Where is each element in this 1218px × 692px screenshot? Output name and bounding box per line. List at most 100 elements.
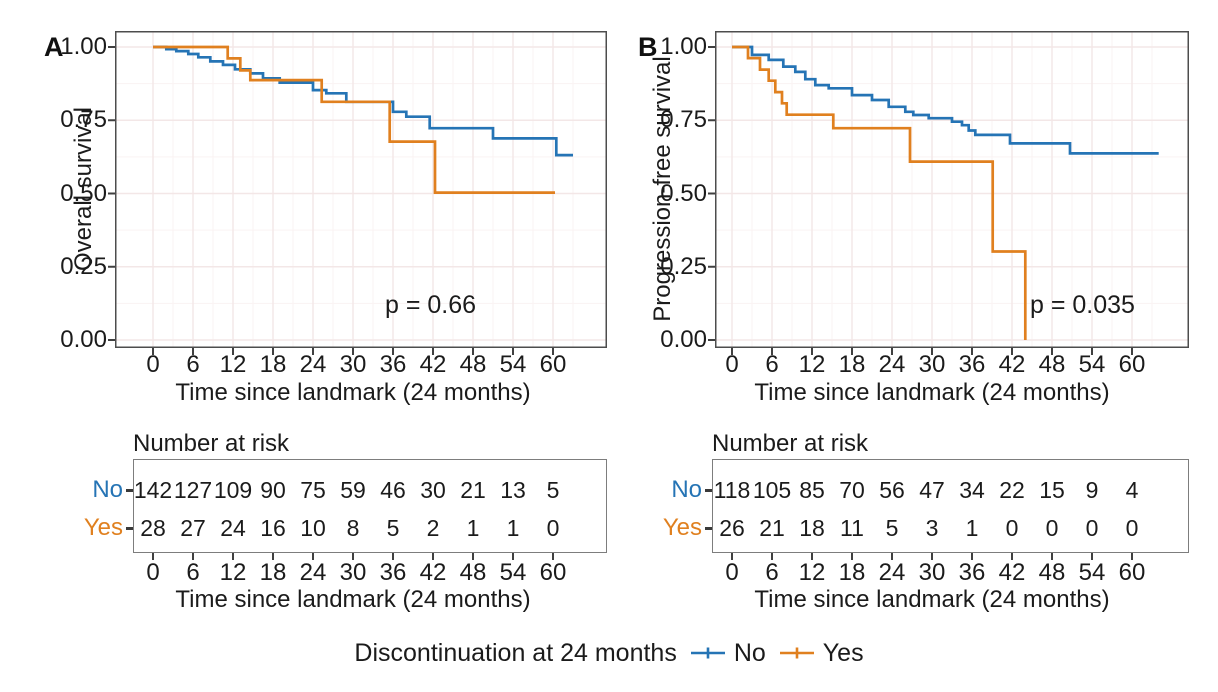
plot-border: [115, 31, 607, 348]
risk-axis-tick: [312, 553, 314, 560]
grid-minor: [716, 32, 1188, 347]
y-tick-label: 1.00: [660, 33, 707, 60]
x-tick-label: 54: [499, 351, 527, 378]
legend-title: Discontinuation at 24 months: [354, 638, 677, 667]
risk-count: 30: [420, 477, 446, 503]
legend-item-label: Yes: [822, 638, 864, 667]
panel-letter: B: [638, 32, 658, 62]
risk-axis-tick: [811, 553, 813, 560]
risk-row-tick: [705, 527, 712, 530]
y-tick-marks: [108, 46, 115, 341]
risk-count: 16: [260, 515, 286, 541]
x-axis-title: Time since landmark (24 months): [175, 586, 531, 613]
risk-count: 0: [1045, 515, 1059, 541]
risk-row-label: No: [671, 476, 702, 503]
risk-count: 8: [346, 515, 360, 541]
risk-axis-tick: [552, 553, 554, 560]
x-axis-title: Time since landmark (24 months): [175, 379, 531, 406]
x-tick-label: 54: [1078, 351, 1106, 378]
risk-axis-tick: [272, 553, 274, 560]
x-axis-title: Time since landmark (24 months): [754, 586, 1110, 613]
risk-count: 5: [386, 515, 400, 541]
x-tick-label: 48: [459, 559, 487, 586]
risk-count: 47: [919, 477, 945, 503]
panel-letter: A: [44, 32, 64, 62]
x-tick-marks: [152, 348, 554, 355]
x-tick-label: 18: [259, 351, 287, 378]
risk-count: 46: [380, 477, 406, 503]
x-tick-label: 36: [958, 351, 986, 378]
risk-row-tick: [705, 489, 712, 492]
risk-count: 0: [1005, 515, 1019, 541]
p-value-label: p = 0.66: [385, 291, 477, 319]
x-tick-label: 12: [219, 351, 247, 378]
legend-marker-icon: [779, 647, 814, 659]
risk-count: 13: [500, 477, 526, 503]
x-tick-label: 24: [299, 351, 327, 378]
x-tick-label: 6: [765, 559, 779, 586]
risk-count: 28: [140, 515, 166, 541]
legend-item-no: No: [689, 639, 766, 668]
risk-axis-tick: [1091, 553, 1093, 560]
risk-row-label: No: [92, 476, 123, 503]
y-tick-label: 0.75: [60, 106, 107, 134]
x-tick-label: 30: [918, 559, 946, 586]
risk-count: 70: [839, 477, 865, 503]
risk-axis-tick: [432, 553, 434, 560]
x-tick-label: 12: [219, 559, 247, 586]
risk-axis-tick: [512, 553, 514, 560]
risk-count: 34: [959, 477, 985, 503]
risk-table-title: Number at risk: [712, 430, 869, 457]
x-tick-label: 60: [1118, 351, 1146, 378]
risk-table-box: [712, 459, 1189, 553]
x-tick-label: 48: [459, 351, 487, 378]
y-tick-label: 0.25: [660, 252, 707, 280]
risk-table-box: [133, 459, 607, 553]
y-tick-label: 0.00: [60, 326, 107, 353]
x-tick-label: 54: [499, 559, 527, 586]
risk-axis-tick: [472, 553, 474, 560]
y-tick-label: 0.25: [60, 252, 107, 280]
x-tick-label: 12: [798, 559, 826, 586]
y-tick-label: 0.75: [660, 106, 707, 134]
risk-count: 22: [999, 477, 1025, 503]
risk-count: 59: [340, 477, 366, 503]
legend: Discontinuation at 24 months No Yes: [0, 636, 1218, 670]
risk-count: 127: [173, 477, 213, 503]
y-tick-label: 1.00: [60, 33, 107, 60]
risk-count: 1: [965, 515, 979, 541]
y-tick-label: 0.50: [60, 179, 107, 207]
x-tick-label: 42: [998, 559, 1026, 586]
risk-count: 2: [426, 515, 440, 541]
risk-axis-tick: [232, 553, 234, 560]
risk-axis-tick: [1131, 553, 1133, 560]
risk-axis-tick: [152, 553, 154, 560]
risk-count: 56: [879, 477, 905, 503]
risk-count: 10: [300, 515, 326, 541]
x-tick-label: 36: [958, 559, 986, 586]
x-tick-label: 6: [186, 559, 200, 586]
x-tick-label: 18: [838, 559, 866, 586]
risk-axis-tick: [771, 553, 773, 560]
plot-border: [715, 31, 1189, 348]
x-axis-title: Time since landmark (24 months): [754, 379, 1110, 406]
x-tick-label: 6: [765, 351, 779, 378]
x-tick-label: 0: [146, 351, 160, 378]
risk-row-label: Yes: [662, 514, 702, 541]
x-tick-label: 0: [725, 559, 739, 586]
x-tick-label: 6: [186, 351, 200, 378]
risk-count: 21: [460, 477, 486, 503]
x-tick-label: 0: [725, 351, 739, 378]
grid-major: [716, 32, 1188, 347]
risk-count: 27: [180, 515, 206, 541]
x-tick-label: 12: [798, 351, 826, 378]
km-curve-yes: [153, 45, 555, 194]
risk-count: 1: [506, 515, 520, 541]
x-tick-marks: [731, 348, 1133, 355]
y-tick-marks: [708, 46, 715, 341]
risk-count: 11: [840, 515, 864, 541]
km-curve-no: [153, 45, 573, 157]
risk-count: 0: [546, 515, 560, 541]
risk-axis-tick: [891, 553, 893, 560]
x-tick-label: 30: [339, 351, 367, 378]
